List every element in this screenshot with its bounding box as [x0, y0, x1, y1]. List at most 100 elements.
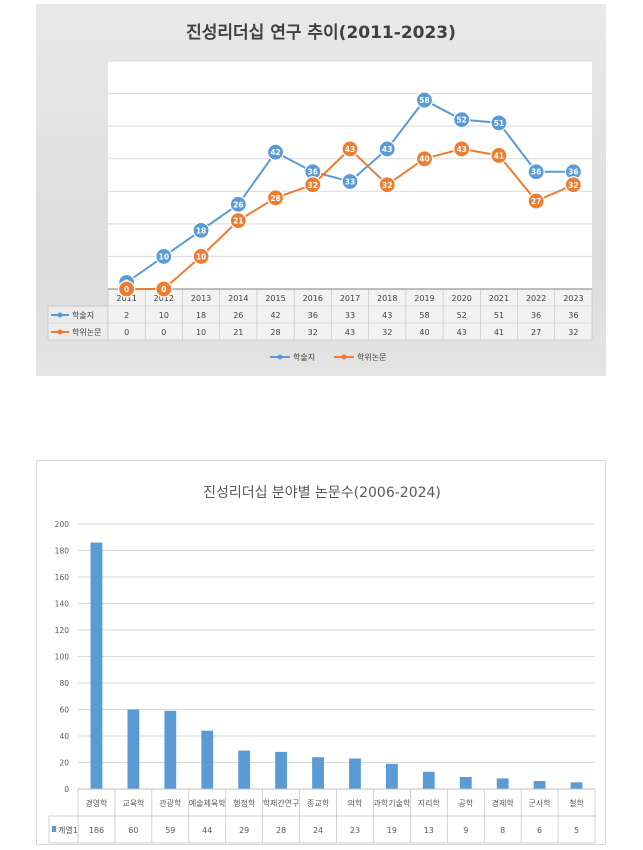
legend-label: 학술지	[293, 352, 315, 362]
bar	[459, 777, 472, 789]
data-label: 33	[345, 178, 355, 187]
y-tick-label: 60	[59, 706, 69, 715]
x-tick-label: 공학	[458, 798, 473, 808]
bar	[422, 771, 435, 789]
data-label: 43	[456, 145, 466, 154]
bar	[312, 757, 324, 789]
data-point	[453, 140, 471, 158]
data-label: 43	[382, 145, 392, 154]
data-point	[415, 91, 434, 109]
table-cell-value: 43	[457, 328, 467, 337]
data-point	[155, 247, 173, 266]
table-cell-value: 43	[382, 311, 392, 320]
data-point	[229, 212, 247, 230]
x-tick-label: 2015	[265, 294, 285, 303]
table-cell-value: 36	[308, 311, 318, 320]
data-point	[118, 280, 136, 298]
table-cell-value: 26	[233, 311, 243, 320]
x-tick-label: 2022	[526, 294, 546, 303]
table-cell-value: 40	[419, 328, 429, 337]
table-cell-value: 44	[202, 826, 212, 835]
table-legend-key	[52, 826, 56, 832]
x-tick-label: 경영학	[85, 798, 108, 808]
x-tick-label: 종교학	[307, 798, 330, 808]
table-cell-value: 28	[270, 328, 280, 337]
y-tick-label: 0	[64, 785, 69, 794]
data-label: 10	[159, 252, 169, 261]
table-cell-value: 58	[419, 311, 429, 320]
table-cell-value: 59	[165, 826, 175, 835]
bar	[385, 763, 398, 789]
y-tick-label: 180	[55, 547, 70, 556]
table-legend-key-marker	[57, 329, 63, 335]
table-cell-value: 36	[531, 311, 541, 320]
data-point	[378, 176, 396, 194]
x-tick-label: 과학기술학	[373, 798, 410, 808]
data-point	[266, 189, 285, 207]
table-cell-value: 27	[531, 328, 541, 337]
x-tick-label: 학제간연구	[263, 798, 300, 808]
data-label: 36	[531, 168, 541, 177]
bar	[164, 710, 177, 789]
table-series-label: 학위논문	[72, 327, 101, 337]
table-cell-value: 0	[124, 328, 129, 337]
table-body	[107, 288, 593, 341]
table-cell-value: 43	[345, 328, 355, 337]
data-point	[527, 192, 545, 210]
data-label: 36	[308, 168, 318, 177]
y-tick-label: 140	[55, 600, 70, 609]
table-legend-key-marker	[57, 312, 63, 318]
x-tick-label: 2012	[154, 294, 174, 303]
x-tick-label: 2018	[377, 294, 397, 303]
table-cell-value: 8	[500, 826, 505, 835]
x-tick-label: 2019	[414, 294, 434, 303]
data-label: 36	[568, 168, 578, 177]
x-tick-label: 2021	[489, 294, 509, 303]
legend-label: 학위논문	[357, 352, 386, 362]
table-cell-value: 21	[233, 328, 243, 337]
data-label: 21	[233, 217, 243, 226]
x-tick-label: 행정학	[233, 798, 256, 808]
data-label: 58	[419, 96, 429, 105]
data-label: 26	[233, 200, 243, 209]
data-point	[564, 176, 582, 194]
table-cell-value: 23	[350, 826, 360, 835]
bar	[127, 709, 140, 789]
table-cell-value: 9	[463, 826, 468, 835]
data-label: 32	[568, 181, 578, 190]
y-tick-label: 160	[55, 573, 70, 582]
y-tick-label: 100	[55, 653, 70, 662]
data-point	[415, 150, 434, 168]
x-tick-label: 철학	[569, 798, 584, 808]
data-point	[266, 143, 285, 161]
table-cell-value: 6	[537, 826, 542, 835]
table-cell-value: 60	[128, 826, 138, 835]
table-cell-value: 186	[89, 826, 104, 835]
table-cell-value: 5	[574, 826, 579, 835]
bar	[570, 782, 583, 789]
data-point	[490, 114, 508, 132]
data-label: 41	[494, 151, 504, 160]
data-label: 28	[270, 194, 280, 203]
data-point	[527, 163, 545, 181]
table-cell-value: 10	[196, 328, 206, 337]
chart-title: 진성리더십 분야별 논문수(2006-2024)	[203, 485, 441, 501]
y-tick-label: 40	[59, 732, 69, 741]
line-chart: 진성리더십 연구 추이(2011-2023)2011 2012 2013 2014 20…	[47, 23, 593, 362]
x-tick-label: 2011	[116, 294, 136, 303]
table-cell-value: 28	[276, 826, 286, 835]
data-label: 0	[161, 285, 166, 294]
bar-chart-panel: 진성리더십 분야별 논문수(2006-2024) 0 20 40 60 80 100 120 1…	[36, 460, 606, 845]
data-point	[192, 247, 210, 266]
bar	[496, 778, 509, 789]
table-cell-value: 52	[457, 311, 467, 320]
data-point	[341, 140, 359, 158]
bar	[238, 750, 251, 789]
data-label: 27	[531, 197, 541, 206]
x-tick-label: 2014	[228, 294, 248, 303]
chart-title: 진성리더십 연구 추이(2011-2023)	[186, 23, 456, 43]
table-series-label: 계열1	[58, 825, 78, 835]
data-label: 32	[308, 181, 318, 190]
x-tick-label: 관광학	[159, 798, 182, 808]
table-cell-value: 2	[124, 311, 129, 320]
